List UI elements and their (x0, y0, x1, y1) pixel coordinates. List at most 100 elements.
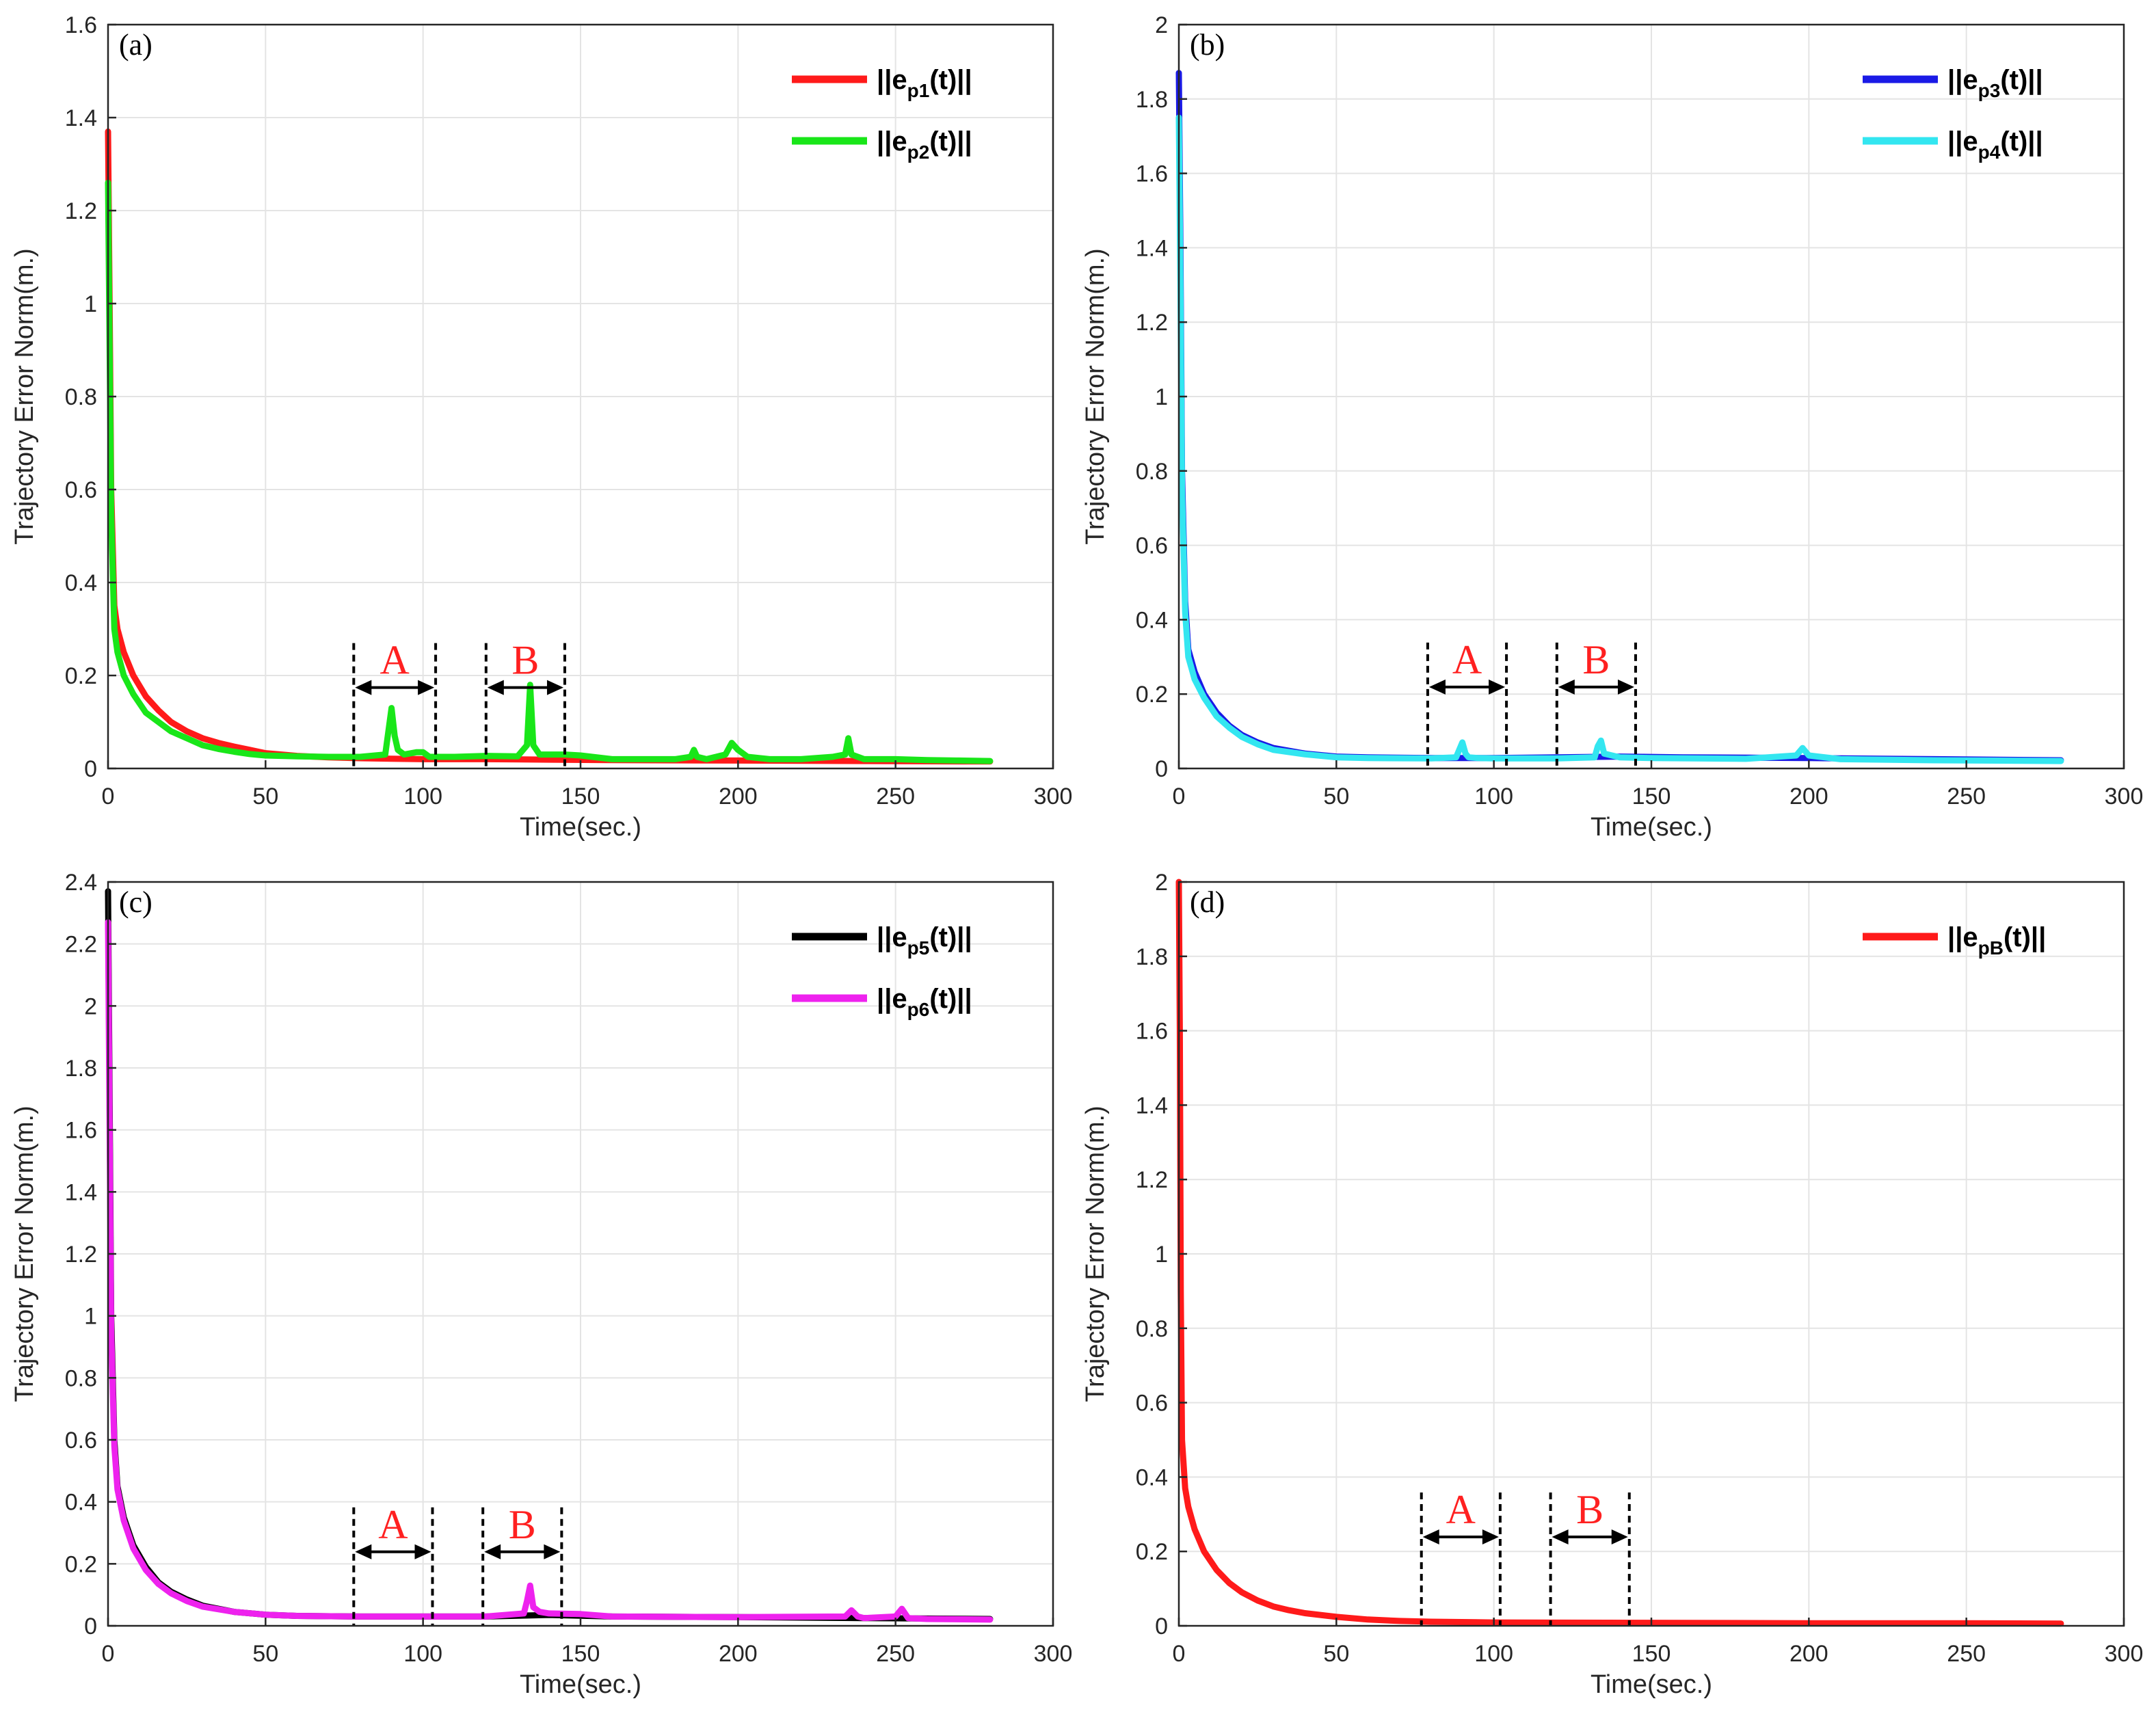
x-tick-label: 300 (2105, 784, 2144, 809)
region-A-arrow-left-head (1422, 1529, 1439, 1545)
panel-tag: (d) (1190, 885, 1225, 919)
y-tick-label: 1 (84, 291, 97, 317)
x-tick-label: 200 (719, 784, 758, 809)
y-tick-label: 0.6 (65, 1428, 97, 1454)
region-B-arrow-right-head (1611, 1529, 1628, 1545)
panel-tag: (a) (119, 28, 152, 62)
y-tick-label: 1.2 (65, 1242, 97, 1268)
region-A-arrow-right-head (414, 1544, 431, 1559)
x-tick-label: 250 (1947, 1641, 1986, 1667)
panel-d: A B 0 50 100 150 200 250 300 0 0.2 0.4 0.6 0.8 1 1.2 1.4… (1081, 870, 2143, 1699)
region-label-B: B (1576, 1487, 1603, 1532)
y-axis-label: Trajectory Error Norm(m.) (10, 1106, 39, 1402)
legend-label-p1: ||ep1(t)|| (877, 65, 972, 101)
x-tick-label: 50 (1323, 1641, 1349, 1667)
x-tick-label: 300 (1034, 1641, 1073, 1667)
x-axis-label: Time(sec.) (520, 813, 641, 842)
x-tick-label: 100 (1474, 784, 1513, 809)
region-B-arrow-left-head (487, 680, 504, 695)
legend-label-p2: ||ep2(t)|| (877, 126, 972, 163)
y-axis-label: Trajectory Error Norm(m.) (10, 248, 39, 544)
region-B-arrow-right-head (544, 1544, 561, 1559)
legend-label-p3: ||ep3(t)|| (1947, 65, 2043, 101)
x-tick-label: 100 (1474, 1641, 1513, 1667)
x-tick-label: 200 (1789, 784, 1828, 809)
y-tick-label: 1.8 (1136, 87, 1168, 113)
x-tick-label: 250 (876, 784, 915, 809)
x-tick-label: 100 (403, 784, 442, 809)
y-tick-label: 1.2 (65, 198, 97, 224)
x-tick-label: 0 (1173, 1641, 1186, 1667)
y-tick-label: 0.2 (65, 663, 97, 689)
x-tick-label: 0 (1173, 784, 1186, 809)
region-B-arrow-left-head (1552, 1529, 1569, 1545)
region-label-B: B (511, 638, 539, 683)
x-tick-label: 50 (252, 1641, 278, 1667)
region-A-arrow-right-head (1489, 679, 1506, 695)
x-axis-label: Time(sec.) (520, 1670, 641, 1699)
x-tick-label: 300 (2105, 1641, 2144, 1667)
x-tick-label: 200 (719, 1641, 758, 1667)
y-tick-label: 0.2 (1136, 682, 1168, 708)
region-label-A: A (1446, 1487, 1476, 1532)
series-line-pB (1175, 879, 2064, 1627)
x-axis-label: Time(sec.) (1591, 1670, 1712, 1699)
y-tick-label: 1.4 (1136, 1093, 1168, 1119)
y-tick-label: 2 (1155, 870, 1168, 896)
y-tick-label: 0.4 (65, 1490, 97, 1516)
legend-label-p4: ||ep4(t)|| (1947, 126, 2043, 163)
y-tick-label: 1.6 (65, 1118, 97, 1144)
region-B-arrow-left-head (1558, 679, 1575, 695)
y-tick-label: 0.8 (65, 384, 97, 410)
x-tick-label: 300 (1034, 784, 1073, 809)
y-tick-label: 1.6 (65, 12, 97, 38)
x-tick-label: 200 (1789, 1641, 1828, 1667)
x-tick-label: 0 (102, 784, 115, 809)
y-tick-label: 0 (84, 1614, 97, 1639)
y-tick-label: 0.6 (1136, 1391, 1168, 1417)
x-tick-label: 250 (876, 1641, 915, 1667)
y-tick-label: 0.6 (1136, 533, 1168, 559)
legend-label-pB: ||epB(t)|| (1947, 922, 2046, 959)
legend-label-p6: ||ep6(t)|| (877, 984, 972, 1020)
x-tick-label: 150 (561, 784, 600, 809)
y-tick-label: 1.2 (1136, 1167, 1168, 1193)
y-tick-label: 1.8 (1136, 944, 1168, 970)
y-tick-label: 0.4 (65, 570, 97, 596)
region-A-arrow-left-head (1428, 679, 1446, 695)
region-label-A: A (1452, 637, 1482, 682)
x-tick-label: 150 (1632, 784, 1671, 809)
y-axis-label: Trajectory Error Norm(m.) (1081, 248, 1110, 544)
x-tick-label: 150 (561, 1641, 600, 1667)
y-tick-label: 1 (1155, 1242, 1168, 1268)
region-A-arrow-left-head (355, 680, 372, 695)
y-tick-label: 0 (84, 756, 97, 782)
y-tick-label: 2.4 (65, 870, 97, 896)
y-tick-label: 1.6 (1136, 161, 1168, 187)
region-label-A: A (378, 1502, 408, 1547)
x-tick-label: 50 (252, 784, 278, 809)
y-tick-label: 0.2 (1136, 1539, 1168, 1565)
y-tick-label: 0.4 (1136, 607, 1168, 633)
x-tick-label: 150 (1632, 1641, 1671, 1667)
region-label-A: A (380, 638, 410, 683)
panel-tag: (b) (1190, 28, 1225, 62)
y-tick-label: 2 (84, 993, 97, 1019)
y-tick-label: 1.4 (65, 1179, 97, 1205)
series-line-p1 (105, 128, 994, 765)
y-tick-label: 0.8 (65, 1365, 97, 1391)
y-tick-label: 0 (1155, 756, 1168, 782)
y-tick-label: 1.4 (1136, 235, 1168, 261)
y-tick-label: 0.2 (65, 1551, 97, 1577)
x-tick-label: 100 (403, 1641, 442, 1667)
y-tick-label: 1 (1155, 384, 1168, 410)
region-A-arrow-right-head (1482, 1529, 1499, 1545)
series-line-p2 (105, 179, 994, 764)
x-axis-label: Time(sec.) (1591, 813, 1712, 842)
region-A-arrow-right-head (418, 680, 435, 695)
y-tick-label: 2 (1155, 12, 1168, 38)
x-tick-label: 250 (1947, 784, 1986, 809)
panel-b: A B 0 50 100 150 200 250 300 0 0.2 0.4 0.6 0.8 1 1.2 1.4… (1081, 12, 2143, 842)
region-A-arrow-left-head (355, 1544, 372, 1559)
y-tick-label: 1.2 (1136, 310, 1168, 336)
